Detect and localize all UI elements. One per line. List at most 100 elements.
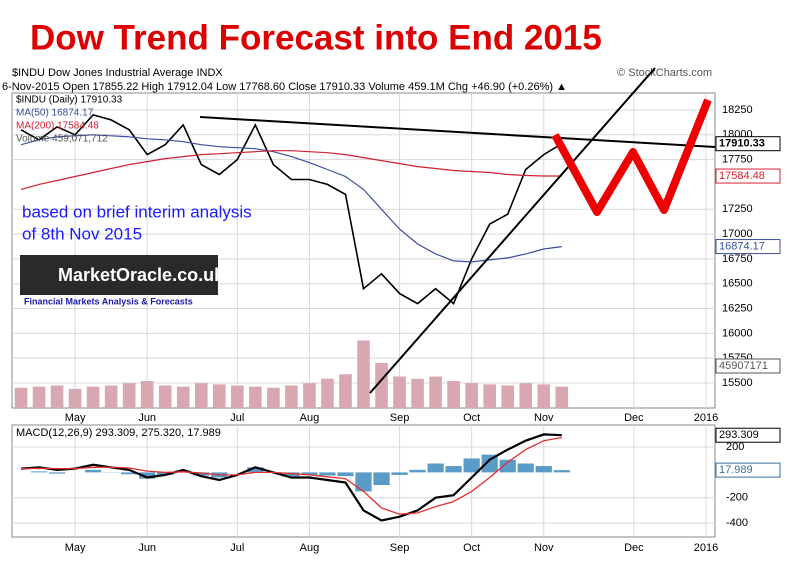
histogram-bar (247, 467, 264, 473)
legend-entry: MA(200) 17584.48 (16, 121, 99, 132)
volume-bar (249, 386, 262, 408)
histogram-bar (463, 458, 480, 473)
histogram-bar (337, 472, 354, 477)
histogram-bar (355, 472, 372, 492)
volume-bar (357, 340, 370, 408)
value-box (715, 239, 781, 255)
value-box-label: 17584.48 (719, 170, 765, 182)
volume-bar (501, 385, 515, 408)
y-tick-label: 16500 (722, 278, 753, 290)
y-tick-label: 17000 (722, 228, 753, 240)
x-tick-label: Nov (534, 412, 554, 424)
histogram-bar (193, 472, 210, 476)
series-line (20, 150, 562, 190)
forecast-path (551, 98, 712, 216)
volume-bar (303, 383, 316, 408)
trend-line (369, 67, 656, 394)
volume-bar (321, 378, 334, 408)
histogram-bar (553, 470, 570, 473)
x-tick-label: 2016 (694, 542, 718, 554)
series-line (20, 436, 562, 515)
y-tick-label: 16750 (722, 253, 753, 265)
chart-title: Dow Trend Forecast into End 2015 (30, 18, 602, 57)
histogram-bar (319, 472, 336, 476)
y-tick-label: 18250 (722, 104, 753, 116)
y-tick-label: 200 (726, 441, 744, 453)
value-box (715, 462, 781, 478)
y-tick-label: 16000 (722, 327, 753, 339)
histogram-bar (517, 463, 534, 473)
logo-name: MarketOracle.co.uk (58, 265, 225, 285)
x-tick-label: Jul (230, 542, 244, 554)
x-tick-label: Dec (624, 542, 644, 554)
volume-bar (158, 385, 172, 408)
logo-box (20, 255, 218, 295)
x-tick-label: Jun (138, 412, 156, 424)
volume-bar (393, 376, 406, 408)
volume-bar (14, 387, 28, 408)
histogram-bar (157, 472, 174, 475)
x-tick-label: Sep (390, 542, 410, 554)
x-tick-label: Jul (230, 412, 244, 424)
volume-bar (140, 381, 154, 408)
volume-bar (194, 383, 208, 408)
histogram-bar (85, 469, 102, 473)
histogram-bar (409, 469, 426, 473)
histogram-bar (373, 472, 390, 486)
histogram-bar (427, 463, 444, 473)
volume-bar (537, 384, 551, 408)
series-line (20, 113, 563, 305)
x-tick-label: Sep (390, 412, 410, 424)
histogram-bar (481, 454, 498, 473)
value-box (715, 358, 781, 374)
volume-bar (212, 384, 226, 408)
volume-bar (86, 386, 100, 408)
y-tick-label: 17750 (722, 154, 753, 166)
x-tick-label: 2016 (694, 412, 718, 424)
y-tick-label: 15500 (722, 377, 753, 389)
legend-entry: Volume 459,071,712 (16, 134, 108, 145)
value-box (715, 427, 781, 443)
trend-line (199, 116, 716, 148)
volume-bar (375, 363, 388, 408)
volume-bar (411, 378, 424, 408)
annotation: of 8th Nov 2015 (22, 224, 142, 243)
volume-bar (339, 374, 352, 408)
macd-legend: MACD(12,26,9) 293.309, 275.320, 17.989 (16, 427, 221, 439)
volume-bar (32, 386, 46, 408)
quote: 6-Nov-2015 Open 17855.22 High 17912.04 L… (2, 81, 567, 93)
x-tick-label: Dec (624, 412, 644, 424)
source: © StockCharts.com (617, 67, 712, 79)
volume-bar (104, 385, 118, 408)
x-tick-label: Nov (534, 542, 554, 554)
y-tick-label: -200 (726, 492, 748, 504)
volume-bar (555, 386, 569, 408)
x-tick-label: Aug (300, 412, 320, 424)
histogram-bar (445, 466, 462, 473)
y-tick-label: 16250 (722, 302, 753, 314)
value-box-label: 16874.17 (719, 240, 765, 252)
volume-bar (447, 381, 460, 408)
x-tick-label: Jun (138, 542, 156, 554)
series-line (20, 134, 562, 263)
volume-bar (231, 385, 244, 408)
x-tick-label: Aug (300, 542, 320, 554)
volume-bar (465, 383, 478, 408)
volume-bar (267, 387, 280, 408)
annotation: based on brief interim analysis (22, 202, 252, 221)
legend-entry: MA(50) 16874.17 (16, 108, 94, 119)
histogram-bar (121, 472, 138, 475)
histogram-bar (48, 472, 66, 474)
volume-bar (68, 388, 82, 408)
x-tick-label: May (65, 412, 86, 424)
value-box-label: 17910.33 (719, 138, 765, 150)
volume-bar (50, 385, 64, 408)
logo-tagline: Financial Markets Analysis & Forecasts (24, 296, 193, 306)
value-box-label: 45907171 (719, 360, 768, 372)
histogram-bar (391, 472, 408, 475)
histogram-bar (139, 472, 156, 479)
volume-bar (122, 383, 136, 408)
volume-bar (285, 385, 298, 408)
value-box-label: 293.309 (719, 429, 759, 441)
